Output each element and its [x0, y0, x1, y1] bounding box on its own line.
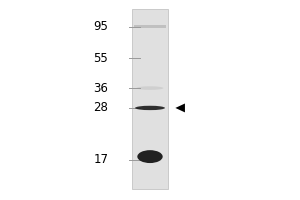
Text: 28: 28	[93, 101, 108, 114]
FancyBboxPatch shape	[134, 25, 166, 28]
Text: 55: 55	[93, 52, 108, 65]
Ellipse shape	[136, 86, 164, 90]
Text: 36: 36	[93, 82, 108, 95]
Text: 95: 95	[93, 20, 108, 33]
Polygon shape	[176, 103, 185, 112]
Ellipse shape	[135, 106, 165, 110]
FancyBboxPatch shape	[132, 9, 168, 189]
Ellipse shape	[137, 150, 163, 163]
Text: 17: 17	[93, 153, 108, 166]
